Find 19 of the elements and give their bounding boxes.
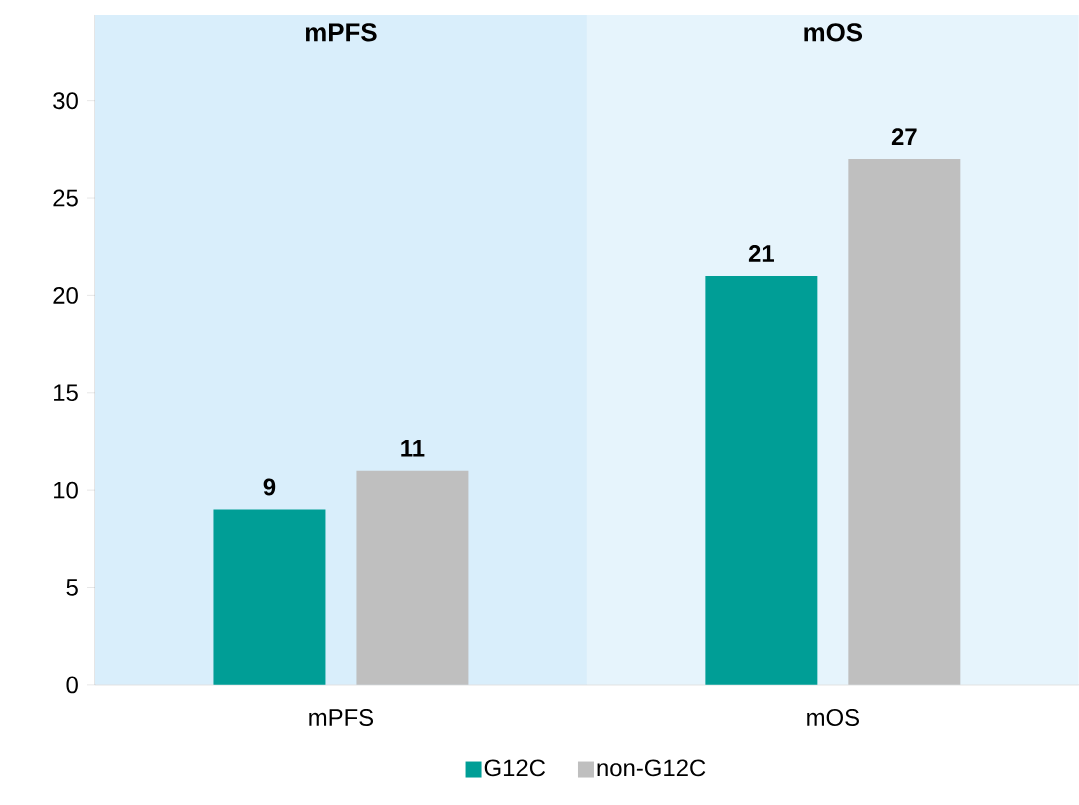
data-label: 11 — [401, 440, 425, 457]
bar — [848, 159, 961, 685]
legend-label: non-G12C — [597, 759, 706, 777]
y-tick-label: 15 — [54, 384, 78, 402]
y-tick-label: 10 — [54, 481, 78, 499]
data-label: 9 — [263, 478, 276, 496]
data-label: 21 — [748, 245, 774, 262]
bar — [705, 276, 818, 685]
bar — [356, 470, 469, 685]
y-tick-label: 0 — [66, 676, 78, 694]
bar — [213, 509, 326, 685]
y-tick-label: 25 — [53, 189, 78, 207]
legend-label: G12C — [484, 759, 546, 777]
band-label: mPFS — [309, 709, 374, 727]
y-tick-label: 20 — [53, 287, 78, 304]
y-tick-label: 5 — [66, 579, 78, 596]
data-label: 27 — [891, 128, 917, 145]
band-label: mOS — [807, 709, 859, 727]
y-tick-label: 30 — [53, 92, 78, 110]
